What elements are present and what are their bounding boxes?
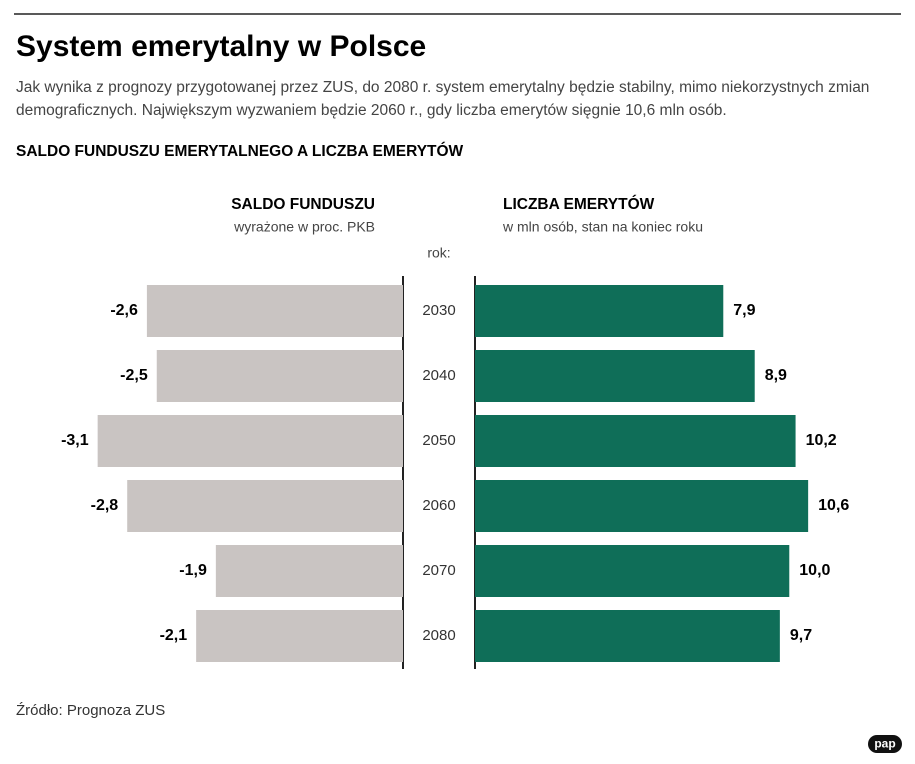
value-label: -1,9 [179,562,207,579]
value-label: 10,0 [799,562,830,579]
value-label: -2,8 [91,497,119,514]
bar [475,480,809,532]
value-label: 7,9 [733,302,755,319]
value-label: 10,6 [818,497,849,514]
categories-label: rok: [427,245,450,261]
panel-title: LICZBA EMERYTÓW [503,195,655,213]
heading: SALDO FUNDUSZU EMERYTALNEGO A LICZBA EME… [16,142,464,160]
bar [475,350,755,402]
value-label: 10,2 [806,432,837,449]
value-label: -3,1 [61,432,89,449]
bar [156,350,403,402]
category-label: 2050 [422,432,455,449]
category-label: 2040 [422,367,455,384]
panel-subtitle: w mln osób, stan na koniec roku [502,219,703,235]
bar [475,415,796,467]
value-label: 9,7 [790,627,812,644]
value-label: -2,6 [110,302,138,319]
value-label: -2,5 [120,367,148,384]
bar [215,545,403,597]
bar [475,610,780,662]
subtitle: Jak wynika z prognozy przygotowanej prze… [16,79,870,119]
bar [127,480,403,532]
source: Źródło: Prognoza ZUS [16,702,165,719]
title: System emerytalny w Polsce [16,30,426,63]
logo: pap [874,737,895,751]
bar [146,285,403,337]
bar [475,545,790,597]
panel-title: SALDO FUNDUSZU [231,196,375,213]
value-label: -2,1 [160,627,188,644]
category-label: 2070 [422,562,455,579]
bar [196,610,403,662]
bar [475,285,724,337]
category-label: 2060 [422,497,455,514]
category-label: 2030 [422,302,455,319]
panel-subtitle: wyrażone w proc. PKB [233,219,375,235]
category-label: 2080 [422,627,455,644]
logo-badge [868,735,902,753]
value-label: 8,9 [765,367,787,384]
bar [97,415,404,467]
